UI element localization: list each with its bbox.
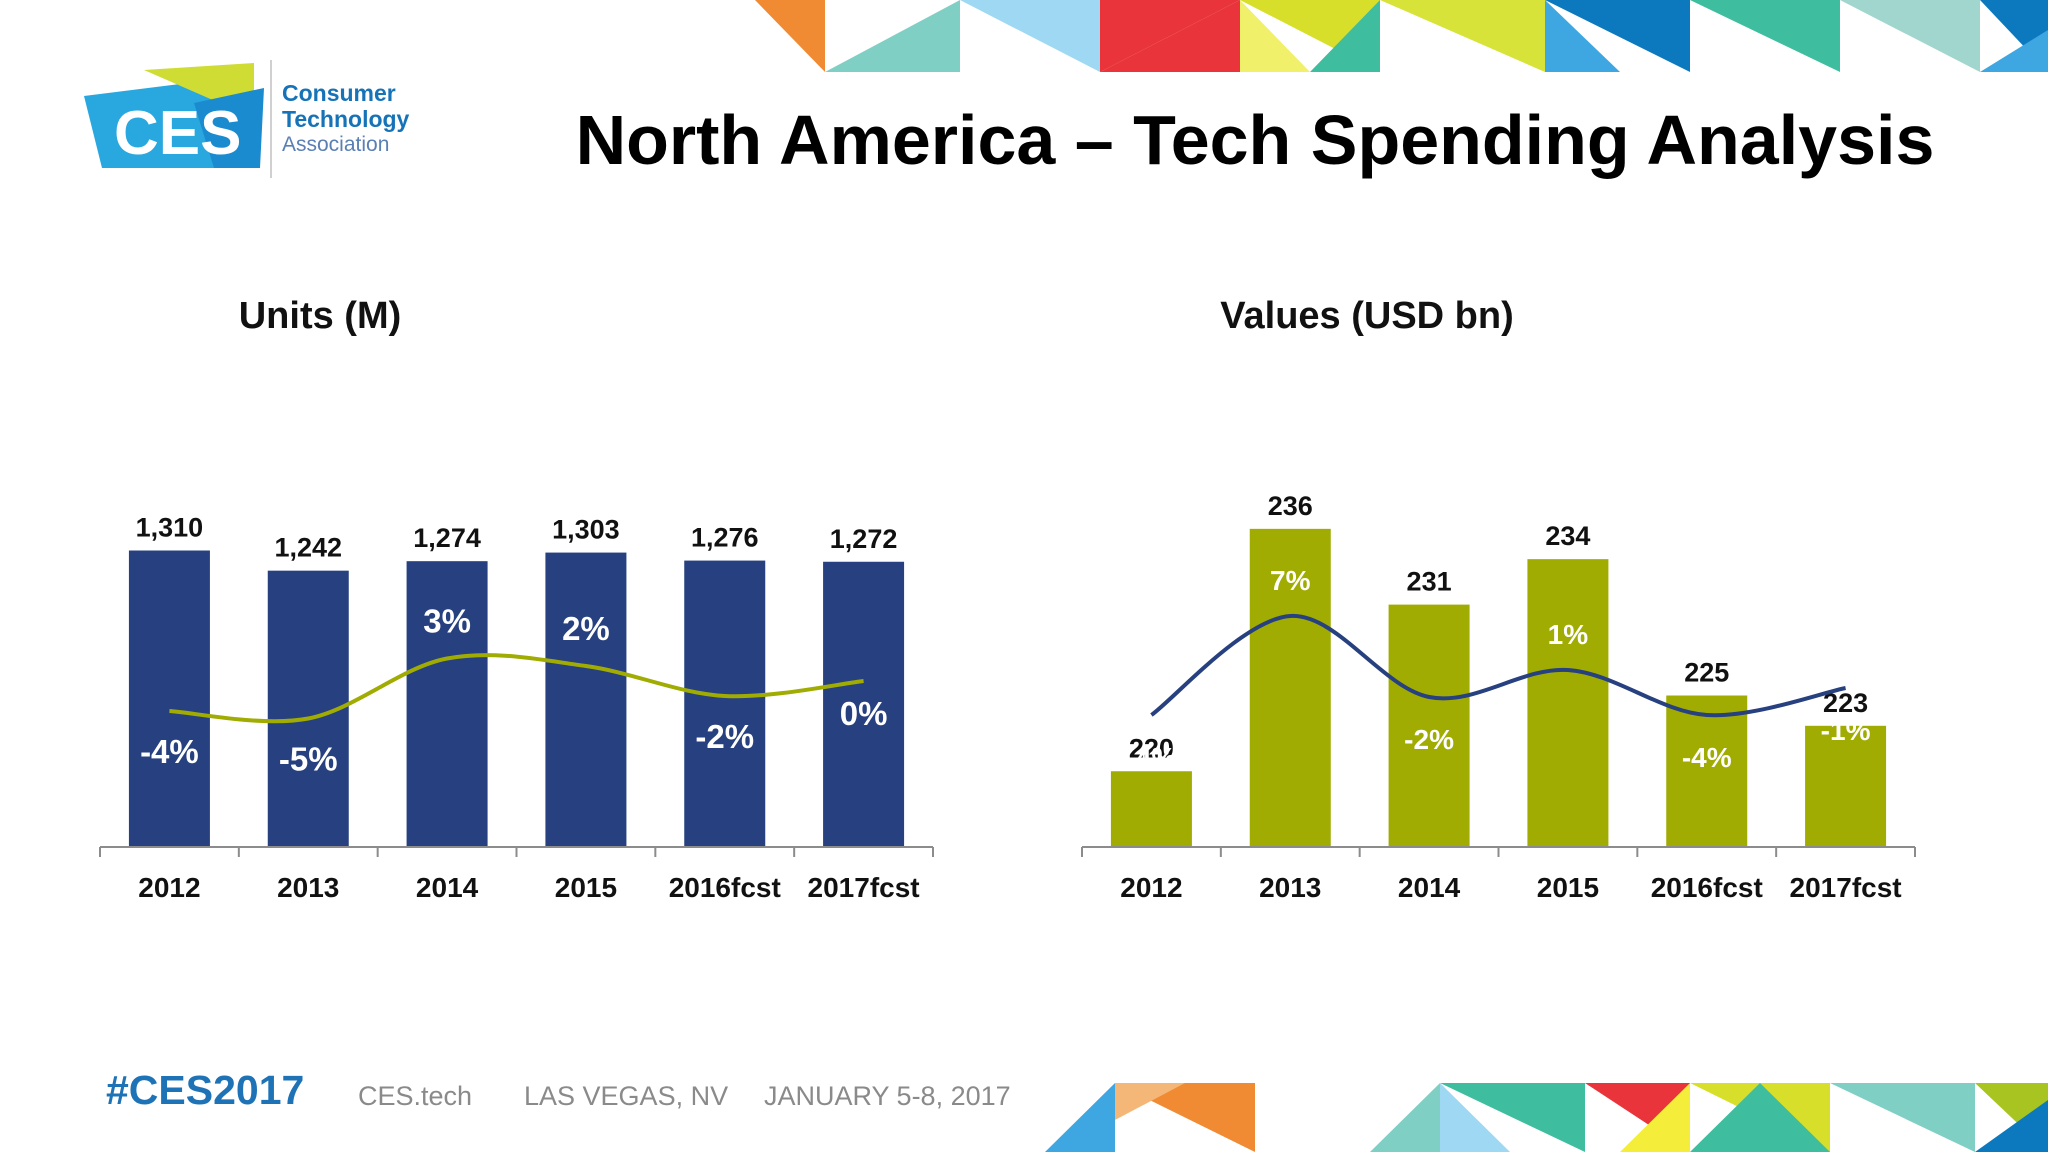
growth-label-2017fcst: -1% xyxy=(1821,715,1871,746)
growth-label-2012: -4% xyxy=(140,733,199,770)
bar-2016fcst xyxy=(1666,695,1748,847)
growth-label-2013: 7% xyxy=(1270,565,1311,596)
growth-label-2017fcst: 0% xyxy=(840,695,888,732)
value-label-2013: 236 xyxy=(1268,491,1313,521)
bar-2014 xyxy=(406,561,488,847)
values-chart: Values (USD bn) 220 2012 236 2013 231 2014 234 2… xyxy=(1072,290,2002,903)
growth-label-2015: 1% xyxy=(1548,619,1589,650)
organization-name: Consumer Technology Association xyxy=(282,80,409,158)
growth-line xyxy=(1150,613,1846,718)
ces-logo: CES Consumer Technology Association xyxy=(84,58,444,188)
growth-label-2014: 3% xyxy=(423,603,471,640)
organization-line-3: Association xyxy=(282,133,390,156)
organization-line-2: Technology xyxy=(282,106,410,132)
footer: #CES2017 CES.tech LAS VEGAS, NV JANUARY … xyxy=(0,1055,1100,1125)
event-site: CES.tech xyxy=(358,1081,473,1111)
organization-line-1: Consumer xyxy=(282,80,396,106)
bar-2015 xyxy=(545,552,627,847)
chart-title: Units (M) xyxy=(239,295,402,337)
event-location: LAS VEGAS, NV xyxy=(524,1081,729,1111)
tick-label-2016fcst: 2016fcst xyxy=(669,872,781,903)
chart-title: Values (USD bn) xyxy=(1220,295,1514,337)
event-hashtag: #CES2017 xyxy=(106,1067,305,1113)
logo-divider xyxy=(270,60,272,178)
tick-label-2012: 2012 xyxy=(138,872,200,903)
growth-label-2013: -5% xyxy=(279,741,338,778)
value-label-2012: 1,310 xyxy=(136,513,204,543)
tick-label-2015: 2015 xyxy=(555,872,617,903)
growth-label-2012: -4% xyxy=(1127,742,1177,773)
tick-label-2013: 2013 xyxy=(277,872,339,903)
bar-2013 xyxy=(1249,528,1331,847)
tick-label-2014: 2014 xyxy=(416,872,479,903)
event-dates: JANUARY 5-8, 2017 xyxy=(764,1081,1011,1111)
value-label-2015: 1,303 xyxy=(552,515,620,545)
page-title: North America – Tech Spending Analysis xyxy=(575,101,1935,179)
bar-2016fcst xyxy=(684,560,766,847)
value-label-2016fcst: 225 xyxy=(1684,658,1729,688)
tick-label-2016fcst: 2016fcst xyxy=(1651,872,1763,903)
value-label-2014: 1,274 xyxy=(413,523,481,553)
ces-logo-text: CES xyxy=(114,99,241,168)
bar-2012 xyxy=(128,550,210,847)
growth-label-2015: 2% xyxy=(562,610,610,647)
value-label-2017fcst: 1,272 xyxy=(830,524,898,554)
value-label-2016fcst: 1,276 xyxy=(691,523,759,553)
value-label-2014: 231 xyxy=(1407,567,1452,597)
units-chart-svg: Units (M) 1,310 2012 1,242 2013 1,274 2014 1,30… xyxy=(99,295,934,903)
tick-label-2012: 2012 xyxy=(1120,872,1182,903)
tick-label-2017fcst: 2017fcst xyxy=(1790,872,1902,903)
bar-2014 xyxy=(1388,604,1470,847)
value-label-2013: 1,242 xyxy=(274,533,342,563)
values-chart-svg: Values (USD bn) 220 2012 236 2013 231 2014 234 2… xyxy=(1081,295,1916,903)
ces-logo-mark: CES xyxy=(84,63,264,168)
value-label-2015: 234 xyxy=(1545,521,1590,551)
growth-label-2014: -2% xyxy=(1404,724,1454,755)
growth-label-2016fcst: -4% xyxy=(1682,742,1732,773)
units-chart: Units (M) 1,310 2012 1,242 2013 1,274 2014 1,30… xyxy=(90,290,1020,903)
tick-label-2013: 2013 xyxy=(1259,872,1321,903)
tick-label-2014: 2014 xyxy=(1398,872,1461,903)
growth-label-2016fcst: -2% xyxy=(695,718,754,755)
bar-2017fcst xyxy=(823,561,905,847)
bar-2017fcst xyxy=(1805,725,1887,847)
tick-label-2017fcst: 2017fcst xyxy=(808,872,920,903)
value-label-2012: 220 xyxy=(1129,733,1174,763)
tick-label-2015: 2015 xyxy=(1537,872,1599,903)
bar-2015 xyxy=(1527,559,1609,847)
growth-line xyxy=(169,653,864,724)
bar-2012 xyxy=(1110,771,1192,847)
